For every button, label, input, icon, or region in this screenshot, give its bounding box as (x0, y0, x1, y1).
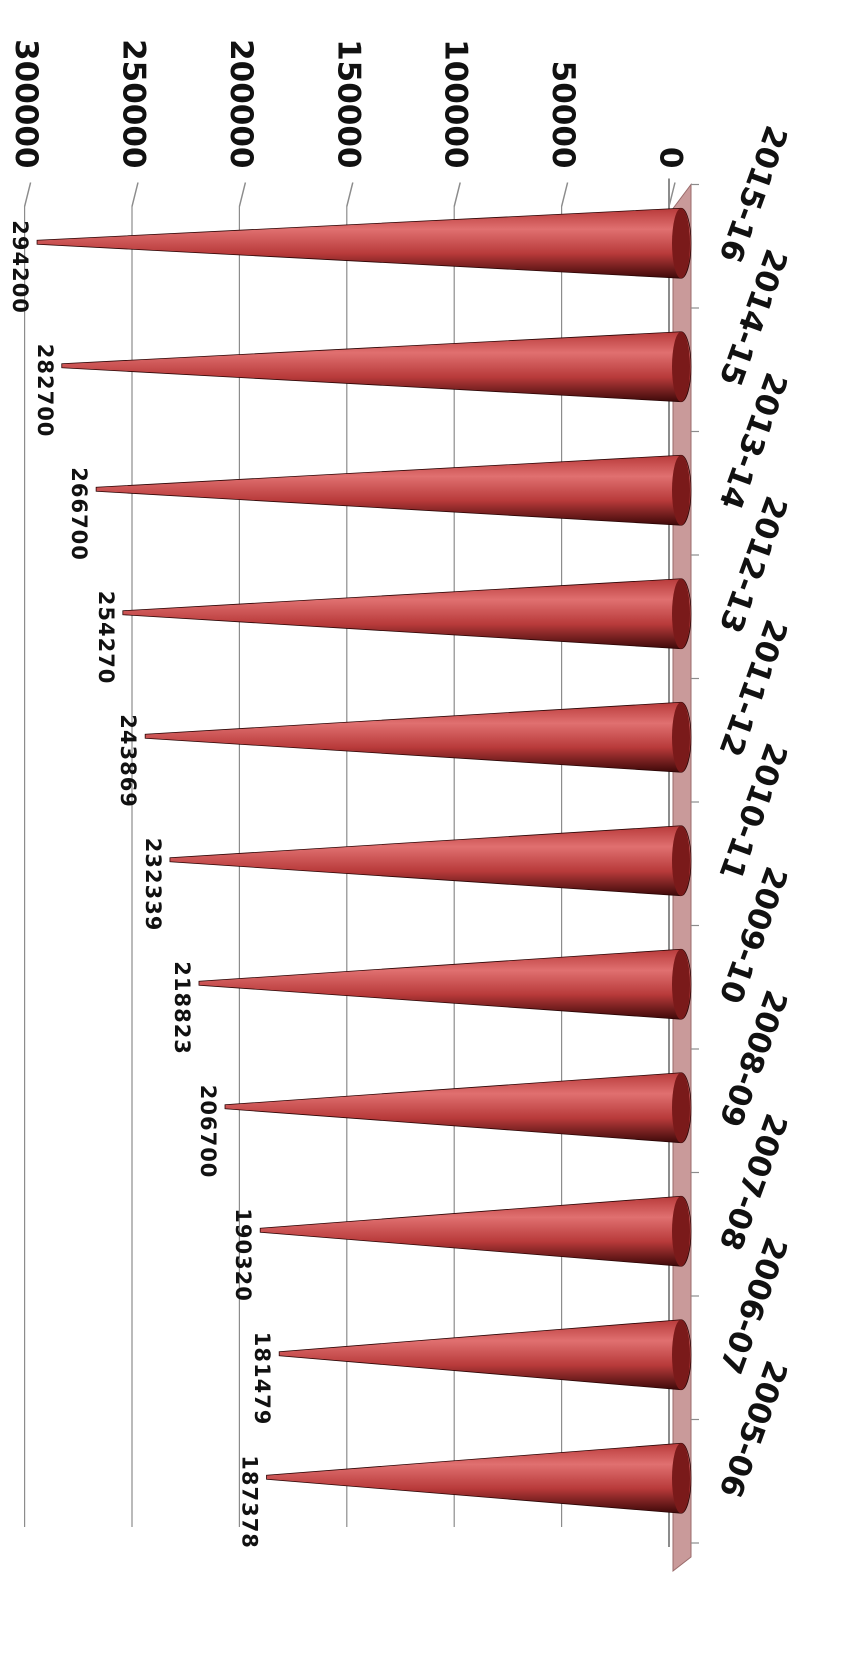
data-label: 282700 (33, 344, 57, 438)
gridline-depth (346, 182, 354, 207)
gridline-depth (453, 182, 461, 207)
cone-bar-base (672, 1319, 690, 1390)
data-label: 294200 (8, 220, 32, 314)
cone-bar (266, 1442, 692, 1514)
x-tick-label: 2009-10 (711, 862, 793, 1008)
cone-bar-base (672, 208, 690, 279)
cone-bar (122, 578, 692, 650)
cone-bar (198, 948, 692, 1020)
data-label: 254270 (94, 591, 118, 685)
x-tick-label: 2007-08 (711, 1109, 793, 1255)
data-label: 218823 (170, 961, 194, 1055)
data-label: 187378 (238, 1455, 262, 1549)
x-tick-label: 2015-16 (711, 121, 793, 267)
y-tick-label: 250000 (116, 39, 152, 168)
gridline-depth (560, 182, 569, 207)
cone-bar-base (672, 331, 690, 402)
x-tick-label: 2008-09 (711, 985, 793, 1131)
data-label: 206700 (196, 1085, 220, 1179)
cone-bar (278, 1319, 692, 1391)
y-tick-label: 100000 (438, 39, 474, 168)
gridline-depth (668, 182, 676, 207)
cone-bar (95, 454, 692, 526)
x-tick-label: 2005-06 (711, 1356, 793, 1502)
cone-bar-base (672, 1072, 690, 1143)
x-tick-label: 2014-15 (711, 244, 793, 390)
gridline-depth (238, 182, 247, 207)
y-tick-label: 50000 (545, 61, 581, 169)
cone-bar-base (672, 825, 690, 896)
cone-bar (259, 1195, 692, 1267)
cone-bar (224, 1072, 692, 1144)
cone-bar-base (672, 1443, 690, 1514)
cone-bar-base (672, 578, 690, 649)
y-tick-label: 0 (653, 147, 689, 169)
cone-bar (36, 207, 692, 279)
cone-bar-base (672, 949, 690, 1020)
y-tick-label: 150000 (330, 39, 366, 168)
y-tick-label: 300000 (8, 39, 44, 168)
x-tick-label: 2013-14 (711, 368, 793, 514)
data-label: 232339 (141, 838, 165, 932)
data-label: 181479 (250, 1332, 274, 1426)
data-label: 243869 (116, 714, 140, 808)
x-tick-label: 2010-11 (711, 738, 793, 884)
cone-bar-base (672, 455, 690, 526)
cone-bar-base (672, 1196, 690, 1267)
data-label: 190320 (231, 1208, 255, 1302)
cone-bar (169, 825, 692, 897)
data-label: 266700 (67, 467, 91, 561)
cone-bar (61, 331, 692, 403)
y-tick-label: 200000 (223, 39, 259, 168)
x-tick-label: 2012-13 (711, 491, 793, 637)
gridline-depth (131, 182, 139, 207)
cone-bar-base (672, 702, 690, 773)
x-tick-label: 2006-07 (711, 1232, 793, 1378)
x-tick-label: 2011-12 (711, 615, 793, 761)
cone-bar (144, 701, 692, 773)
gridline-depth (23, 182, 32, 207)
